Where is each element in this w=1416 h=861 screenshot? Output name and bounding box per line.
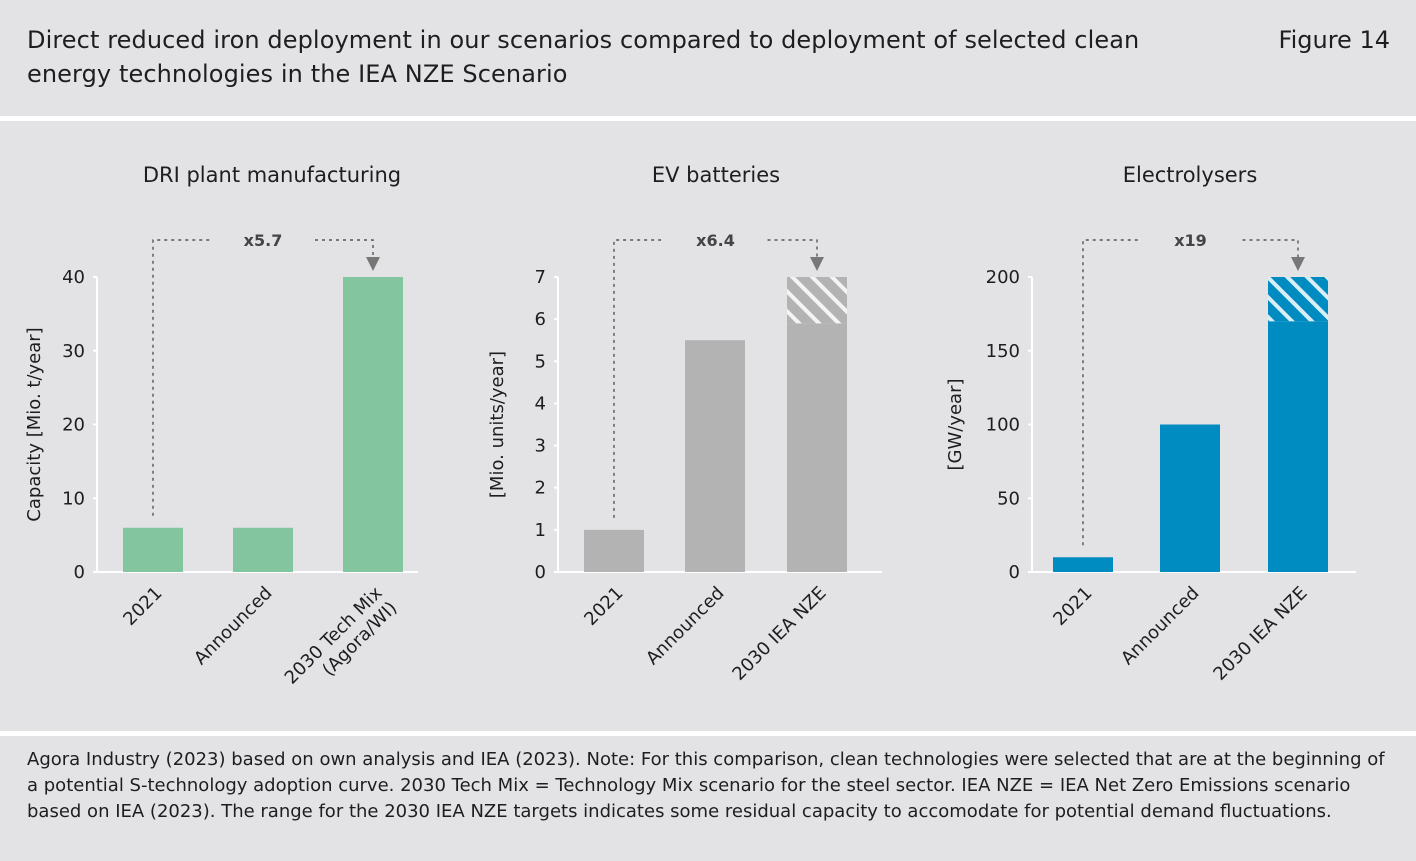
multiplier-connector-left bbox=[613, 239, 664, 518]
multiplier-arrowhead bbox=[1291, 257, 1305, 271]
category-label: 2021 bbox=[119, 583, 166, 630]
bar bbox=[343, 277, 403, 572]
category-label: Announced bbox=[1117, 583, 1204, 670]
category-label: 2021 bbox=[580, 583, 627, 630]
multiplier-arrowhead bbox=[810, 257, 824, 271]
y-tick-label: 3 bbox=[535, 436, 546, 457]
y-tick-label: 30 bbox=[62, 341, 85, 362]
figure-label: Figure 14 bbox=[1278, 26, 1390, 54]
category-label: 2021 bbox=[1049, 583, 1096, 630]
multiplier-connector-right bbox=[767, 239, 818, 261]
bar bbox=[685, 340, 745, 572]
multiplier-connector-right bbox=[1242, 239, 1299, 261]
bar bbox=[123, 527, 183, 572]
y-tick-label: 1 bbox=[535, 520, 546, 541]
y-tick-label: 50 bbox=[997, 488, 1020, 509]
bar-range-hatch bbox=[787, 277, 847, 324]
y-tick-label: 2 bbox=[535, 478, 546, 499]
y-tick-label: 0 bbox=[535, 562, 546, 583]
figure-title: Direct reduced iron deployment in our sc… bbox=[27, 26, 1140, 88]
multiplier-connector-left bbox=[1082, 239, 1139, 546]
y-axis-label: Capacity [Mio. t/year] bbox=[24, 327, 45, 521]
chart-panel-2: EV batteries [Mio. units/year] 0 1 2 3 4 5 6 7 202… bbox=[487, 163, 882, 685]
category-label: Announced bbox=[642, 583, 729, 670]
bar bbox=[787, 323, 847, 572]
bar bbox=[1053, 557, 1113, 572]
header: Direct reduced iron deployment in our sc… bbox=[0, 0, 1416, 116]
chart-panel-1: DRI plant manufacturing Capacity [Mio. t/… bbox=[24, 163, 418, 703]
bar bbox=[1160, 424, 1220, 572]
multiplier-connector-left bbox=[152, 239, 211, 516]
bar bbox=[584, 529, 644, 572]
y-tick-label: 5 bbox=[535, 351, 546, 372]
y-tick-label: 150 bbox=[986, 341, 1020, 362]
chart-area: DRI plant manufacturing Capacity [Mio. t/… bbox=[0, 121, 1416, 731]
y-tick-label: 0 bbox=[74, 562, 85, 583]
category-label: 2030 IEA NZE bbox=[728, 583, 830, 685]
y-axis-label: [Mio. units/year] bbox=[487, 351, 508, 498]
footnote: Agora Industry (2023) based on own analy… bbox=[27, 749, 1385, 822]
category-label: 2030 IEA NZE bbox=[1209, 583, 1311, 685]
bar bbox=[233, 527, 293, 572]
multiplier-label: x5.7 bbox=[244, 231, 283, 250]
y-tick-label: 0 bbox=[1009, 562, 1020, 583]
panel-title: Electrolysers bbox=[1123, 163, 1258, 187]
multiplier-connector-right bbox=[315, 239, 374, 261]
chart-panel-3: Electrolysers [GW/year] 0 50 100 150 200 2021 An… bbox=[945, 163, 1356, 685]
bottom-divider bbox=[0, 731, 1416, 736]
multiplier-label: x6.4 bbox=[696, 231, 735, 250]
bar-range-hatch bbox=[1268, 277, 1328, 322]
bar bbox=[1268, 321, 1328, 572]
y-tick-label: 100 bbox=[986, 415, 1020, 436]
y-tick-label: 10 bbox=[62, 488, 85, 509]
y-tick-label: 6 bbox=[535, 309, 546, 330]
panel-title: DRI plant manufacturing bbox=[143, 163, 401, 187]
top-divider bbox=[0, 116, 1416, 121]
y-tick-label: 7 bbox=[535, 267, 546, 288]
y-tick-label: 200 bbox=[986, 267, 1020, 288]
category-label: Announced bbox=[190, 583, 277, 670]
category-label: 2030 Tech Mix(Agora/WI) bbox=[281, 582, 402, 703]
y-tick-label: 40 bbox=[62, 267, 85, 288]
multiplier-arrowhead bbox=[366, 257, 380, 271]
y-tick-label: 4 bbox=[535, 393, 546, 414]
y-tick-label: 20 bbox=[62, 415, 85, 436]
multiplier-label: x19 bbox=[1174, 231, 1207, 250]
y-axis-label: [GW/year] bbox=[945, 378, 966, 470]
panel-title: EV batteries bbox=[652, 163, 780, 187]
charts-svg: DRI plant manufacturing Capacity [Mio. t/… bbox=[24, 163, 1356, 703]
